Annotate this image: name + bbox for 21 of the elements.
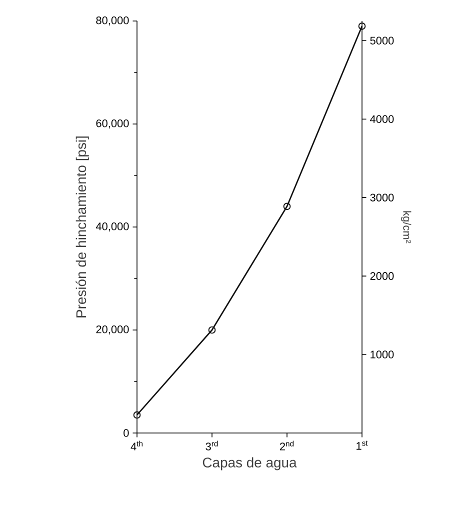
y2-tick-label: 2000 [370,272,394,280]
x-tick-label: 1$^{st}$ [356,440,368,450]
point [133,411,141,419]
x-tick-label: 3$^{rd}$ [206,440,218,450]
y-tick-label: 60,000 [96,119,129,129]
y-tick-label: 20,000 [96,325,129,335]
y-tick-label: 80,000 [96,16,129,26]
point [358,22,366,30]
y-axis-title: Presión de hinchamiento [psi] [76,136,89,318]
x-tick-label: 4$^{th}$ [130,440,142,450]
point [208,326,216,334]
y2-tick-label: 5000 [370,36,394,44]
x-axis-title: Capas de agua [202,457,297,470]
y-tick-label: 0 [124,429,129,437]
y-tick-label: 40,000 [96,222,129,232]
x-tick-label: 2$^{nd}$ [280,440,294,450]
y2-tick-label: 3000 [370,194,394,202]
y2-axis-title: kg/cm² [401,211,412,244]
y2-tick-label: 1000 [370,350,394,358]
y2-tick-label: 4000 [370,115,394,123]
point [283,202,291,210]
